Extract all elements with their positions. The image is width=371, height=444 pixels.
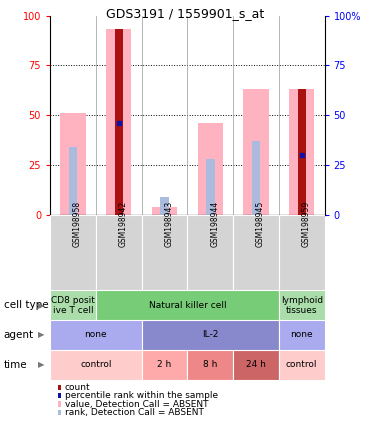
Bar (152, 207, 177, 215)
Text: none: none (290, 330, 313, 340)
Text: Natural killer cell: Natural killer cell (148, 301, 226, 310)
Text: control: control (286, 360, 318, 369)
Bar (142, 320, 279, 350)
Text: ▶: ▶ (38, 330, 45, 340)
Bar (243, 89, 269, 215)
Bar (115, 29, 123, 215)
Bar (160, 197, 169, 215)
Text: agent: agent (4, 330, 34, 340)
Bar (50, 320, 142, 350)
Text: none: none (85, 330, 107, 340)
Text: value, Detection Call = ABSENT: value, Detection Call = ABSENT (65, 400, 208, 408)
Bar (50, 350, 142, 380)
Bar (60, 113, 86, 215)
Text: control: control (80, 360, 112, 369)
Text: 24 h: 24 h (246, 360, 266, 369)
Bar (69, 147, 78, 215)
Text: lymphoid
tissues: lymphoid tissues (281, 296, 323, 315)
Text: GSM198942: GSM198942 (119, 201, 128, 247)
Text: ▶: ▶ (38, 360, 45, 369)
Text: 2 h: 2 h (157, 360, 172, 369)
Text: IL-2: IL-2 (202, 330, 219, 340)
Bar (279, 215, 325, 290)
Bar (106, 29, 131, 215)
Bar (142, 350, 187, 380)
Bar (50, 290, 96, 320)
Bar (206, 159, 215, 215)
Text: time: time (4, 360, 27, 370)
Bar (187, 215, 233, 290)
Text: GSM198944: GSM198944 (210, 201, 219, 247)
Bar (187, 350, 233, 380)
Text: 8 h: 8 h (203, 360, 217, 369)
Text: CD8 posit
ive T cell: CD8 posit ive T cell (51, 296, 95, 315)
Bar (252, 141, 260, 215)
Bar (198, 123, 223, 215)
Text: rank, Detection Call = ABSENT: rank, Detection Call = ABSENT (65, 408, 204, 417)
Bar (96, 215, 142, 290)
Text: GSM198958: GSM198958 (73, 201, 82, 247)
Bar (96, 290, 279, 320)
Text: ▶: ▶ (38, 301, 45, 310)
Bar (279, 290, 325, 320)
Text: GDS3191 / 1559901_s_at: GDS3191 / 1559901_s_at (106, 7, 265, 20)
Bar (233, 215, 279, 290)
Text: count: count (65, 383, 91, 392)
Bar (289, 89, 314, 215)
Bar (298, 89, 306, 215)
Bar (50, 215, 96, 290)
Bar (279, 350, 325, 380)
Bar (233, 350, 279, 380)
Bar (279, 320, 325, 350)
Bar (142, 215, 187, 290)
Text: GSM198959: GSM198959 (302, 201, 311, 247)
Text: GSM198943: GSM198943 (164, 201, 174, 247)
Text: cell type: cell type (4, 300, 48, 310)
Text: percentile rank within the sample: percentile rank within the sample (65, 391, 218, 400)
Text: GSM198945: GSM198945 (256, 201, 265, 247)
